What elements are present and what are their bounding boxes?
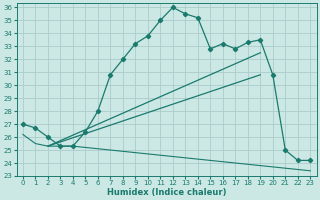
X-axis label: Humidex (Indice chaleur): Humidex (Indice chaleur): [107, 188, 226, 197]
